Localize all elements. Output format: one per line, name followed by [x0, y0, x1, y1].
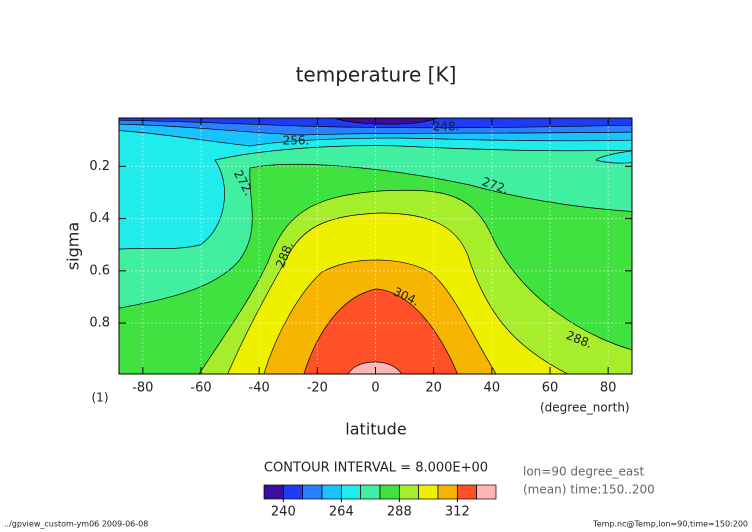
y-tick-label: 0.4: [89, 211, 110, 226]
footer-right: Temp.nc@Temp,lon=90,time=150:200: [592, 520, 748, 529]
chart-title: temperature [K]: [296, 63, 457, 87]
colorbar-box: [398, 484, 420, 500]
y-tick-label: 0.2: [89, 159, 110, 174]
x-tick-label: -80: [132, 381, 153, 396]
colorbar-box: [418, 484, 439, 500]
x-tick-label: 20: [425, 381, 442, 396]
x-tick-label: 40: [484, 381, 501, 396]
contour-band: [119, 118, 632, 250]
x-axis-label: latitude: [345, 420, 406, 439]
y-axis-label: sigma: [64, 222, 83, 270]
y-axis-unit: (1): [92, 391, 109, 405]
x-tick-label: -40: [249, 381, 270, 396]
colorbar-box: [456, 484, 478, 500]
contour-label: 248.: [433, 120, 460, 134]
y-tick-label: 0.6: [89, 263, 110, 278]
colorbar: 240 264 288 312: [263, 484, 497, 520]
contour-label: 256.: [283, 134, 310, 148]
footer-left: ../gpview_custom-ym06 2009-06-08: [4, 520, 148, 529]
y-tick-label: 0.8: [89, 316, 110, 331]
note: lon=90 degree_east: [523, 465, 644, 479]
contour-interval: CONTOUR INTERVAL = 8.000E+00: [264, 461, 488, 476]
colorbar-box: [360, 484, 381, 500]
colorbar-box: [302, 484, 323, 500]
colorbar-box: [263, 484, 284, 500]
x-tick-label: 60: [542, 381, 559, 396]
plot-frame: [118, 117, 633, 375]
x-axis-unit: (degree_north): [540, 401, 630, 415]
colorbar-box: [476, 484, 497, 500]
colorbar-tick-label: 312: [445, 505, 470, 520]
colorbar-box: [340, 484, 362, 500]
x-tick-label: -60: [190, 381, 211, 396]
x-tick-label: -20: [307, 381, 328, 396]
contour-field: [119, 118, 632, 374]
contour-band: [303, 288, 458, 374]
note: (mean) time:150..200: [523, 483, 655, 497]
colorbar-tick-label: 288: [387, 505, 412, 520]
colorbar-box: [437, 484, 458, 500]
colorbar-tick-label: 240: [271, 505, 296, 520]
colorbar-box: [282, 484, 304, 500]
grid: [119, 118, 632, 374]
colorbar-tick-label: 264: [329, 505, 354, 520]
colorbar-box: [379, 484, 400, 500]
x-tick-label: 80: [600, 381, 617, 396]
colorbar-box: [321, 484, 342, 500]
x-tick-label: 0: [371, 381, 379, 396]
contour-band: [332, 118, 439, 125]
contour-band: [119, 118, 632, 309]
